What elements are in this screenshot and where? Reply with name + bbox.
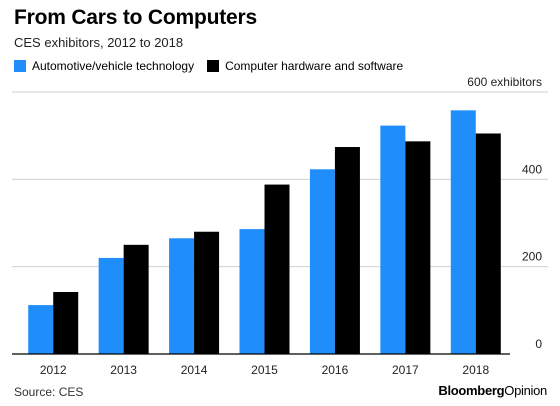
x-tick-label: 2015 — [251, 363, 278, 377]
brand-logo-part1: Bloomberg — [438, 383, 505, 398]
x-tick-label: 2012 — [40, 363, 67, 377]
bar-computer — [194, 231, 220, 354]
x-tick-label: 2017 — [392, 363, 419, 377]
bar-automotive — [450, 110, 476, 354]
legend-item-computer: Computer hardware and software — [207, 59, 403, 73]
y-tick-label: 200 — [522, 250, 542, 264]
y-tick-label: 400 — [522, 162, 542, 176]
legend-label-automotive: Automotive/vehicle technology — [32, 59, 195, 73]
y-tick-label: 600 exhibitors — [467, 75, 542, 89]
legend: Automotive/vehicle technology Computer h… — [14, 59, 416, 73]
legend-swatch-computer — [207, 60, 220, 72]
x-tick-label: 2016 — [322, 363, 349, 377]
chart-subtitle: CES exhibitors, 2012 to 2018 — [14, 35, 184, 50]
bar-computer — [53, 291, 79, 354]
brand-logo-part2: Opinion — [504, 383, 547, 398]
legend-label-computer: Computer hardware and software — [225, 59, 404, 73]
y-tick-label: 0 — [535, 337, 542, 351]
bar-computer — [334, 147, 360, 354]
source-note: Source: CES — [14, 385, 84, 399]
bar-computer — [123, 244, 149, 354]
legend-item-automotive: Automotive/vehicle technology — [14, 59, 194, 73]
bar-automotive — [309, 169, 335, 354]
chart-title: From Cars to Computers — [14, 6, 257, 29]
bar-computer — [475, 133, 501, 354]
legend-swatch-automotive — [14, 60, 26, 72]
brand-logo: BloombergOpinion — [438, 383, 547, 398]
bar-automotive — [169, 238, 195, 354]
bar-automotive — [380, 125, 406, 354]
x-tick-label: 2014 — [181, 363, 208, 377]
bar-computer — [405, 141, 431, 354]
x-tick-label: 2018 — [462, 363, 489, 377]
x-tick-label: 2013 — [110, 363, 137, 377]
bar-automotive — [28, 305, 54, 354]
bar-computer — [264, 184, 290, 354]
bar-automotive — [239, 229, 265, 354]
bar-automotive — [98, 257, 124, 354]
